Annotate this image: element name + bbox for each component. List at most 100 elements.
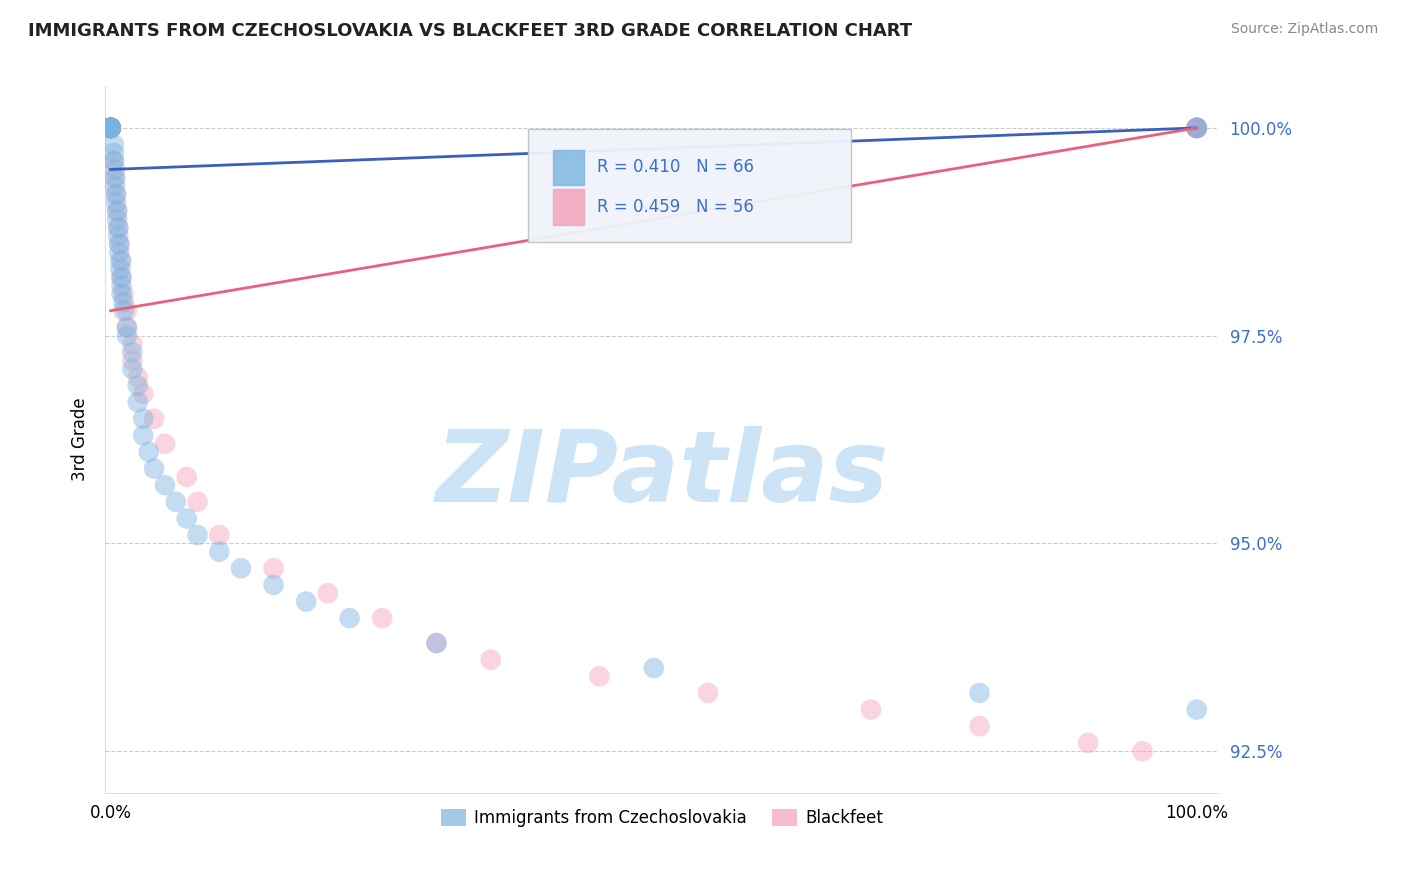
Point (110, 270, 132, 285)
Point (425, 636, 447, 650)
Point (100, 120, 122, 135)
Point (105, 187, 128, 202)
Point (110, 262, 132, 277)
Point (100, 120, 122, 135)
Y-axis label: 3rd Grade: 3rd Grade (72, 398, 89, 482)
Point (969, 686, 991, 700)
Point (100, 120, 122, 135)
Point (127, 395, 149, 409)
Point (100, 120, 122, 135)
Point (121, 353, 143, 368)
Point (100, 120, 122, 135)
Point (176, 470, 198, 484)
Point (1185, 120, 1208, 135)
Point (100, 120, 122, 135)
Point (110, 253, 132, 268)
Point (112, 295, 135, 310)
Point (425, 636, 447, 650)
Point (115, 328, 138, 343)
Point (1185, 702, 1208, 716)
Point (121, 337, 143, 351)
Point (100, 120, 122, 135)
Point (107, 220, 129, 235)
Point (969, 719, 991, 733)
Point (100, 120, 122, 135)
Point (1185, 120, 1208, 135)
Point (697, 686, 720, 700)
Point (186, 528, 208, 542)
Point (100, 120, 122, 135)
Point (1077, 736, 1099, 750)
Point (132, 386, 155, 401)
Point (643, 661, 665, 675)
Point (103, 145, 125, 160)
Point (115, 303, 138, 318)
Point (112, 287, 135, 301)
Point (229, 561, 252, 575)
Point (100, 120, 122, 135)
Point (371, 611, 394, 625)
Point (100, 120, 122, 135)
Point (112, 303, 135, 318)
Point (103, 154, 125, 169)
Point (100, 120, 122, 135)
Point (100, 120, 122, 135)
Point (115, 320, 138, 334)
Point (1185, 120, 1208, 135)
Point (103, 154, 125, 169)
Point (108, 237, 131, 252)
Point (100, 120, 122, 135)
Text: ZIPatlas: ZIPatlas (436, 426, 889, 524)
Point (100, 120, 122, 135)
Point (100, 120, 122, 135)
Point (588, 669, 610, 683)
Point (100, 120, 122, 135)
Point (127, 378, 149, 392)
Point (138, 445, 160, 459)
Point (100, 120, 122, 135)
Legend: Immigrants from Czechoslovakia, Blackfeet: Immigrants from Czechoslovakia, Blackfee… (434, 802, 890, 834)
Point (479, 653, 502, 667)
Point (105, 187, 128, 202)
Bar (553, 150, 583, 186)
Point (110, 287, 132, 301)
Text: R = 0.410   N = 66: R = 0.410 N = 66 (598, 159, 754, 177)
Point (104, 179, 127, 194)
Point (105, 212, 128, 227)
Point (153, 436, 176, 450)
Point (153, 478, 176, 492)
Point (121, 345, 143, 359)
Point (105, 204, 128, 219)
Point (263, 561, 285, 575)
Point (295, 594, 318, 608)
Point (1185, 120, 1208, 135)
Point (100, 120, 122, 135)
Point (100, 120, 122, 135)
Point (263, 578, 285, 592)
Point (859, 702, 882, 716)
Point (110, 253, 132, 268)
Point (100, 120, 122, 135)
Text: R = 0.459   N = 56: R = 0.459 N = 56 (598, 198, 754, 216)
Point (100, 120, 122, 135)
Point (132, 411, 155, 425)
Point (143, 461, 166, 475)
Point (110, 278, 132, 293)
Point (100, 120, 122, 135)
Point (208, 544, 231, 558)
Point (165, 495, 187, 509)
Point (1185, 120, 1208, 135)
Point (100, 120, 122, 135)
Point (100, 120, 122, 135)
Point (100, 120, 122, 135)
Point (1185, 120, 1208, 135)
Point (100, 120, 122, 135)
Point (108, 245, 131, 260)
Point (100, 120, 122, 135)
Point (107, 220, 129, 235)
Point (100, 120, 122, 135)
Bar (553, 189, 583, 225)
Point (103, 137, 125, 152)
Point (105, 195, 128, 210)
Point (104, 170, 127, 185)
